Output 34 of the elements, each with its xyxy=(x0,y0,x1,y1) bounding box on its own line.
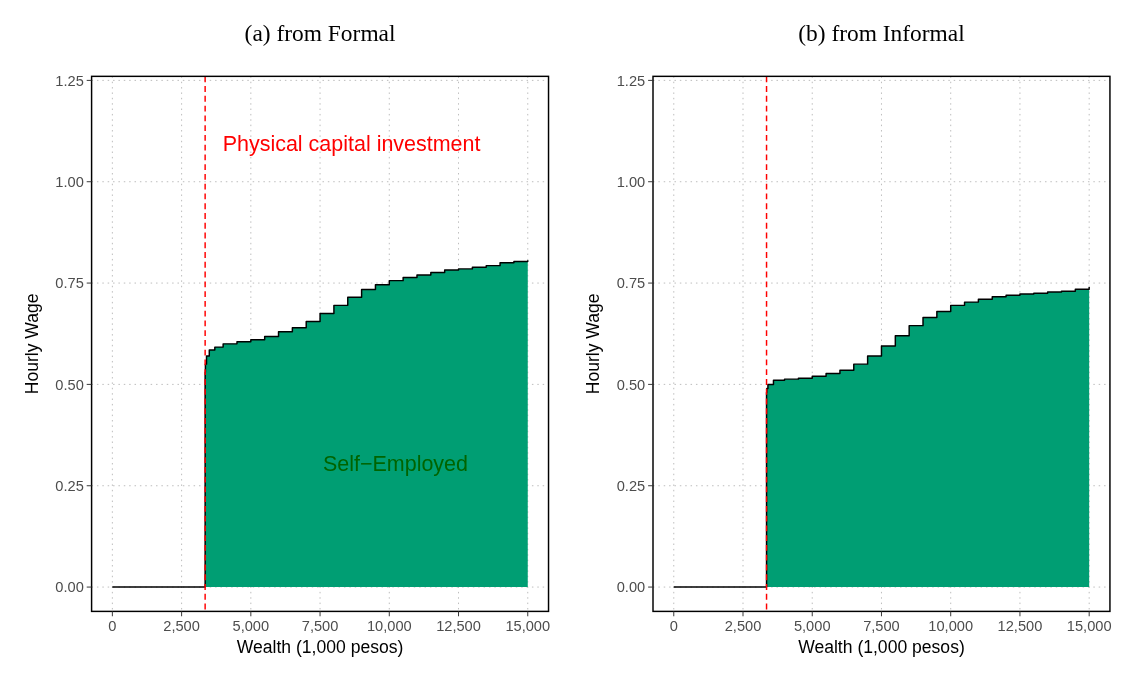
x-axis-title: Wealth (1,000 pesos) xyxy=(236,637,404,658)
y-tick-label: 1.25 xyxy=(55,72,84,89)
x-tick-label: 12,500 xyxy=(997,617,1043,634)
x-tick-label: 15,000 xyxy=(505,617,551,634)
y-tick-label: 0.25 xyxy=(616,477,646,494)
y-tick-label: 0.75 xyxy=(616,275,646,292)
x-tick-label: 10,000 xyxy=(366,617,412,634)
x-tick-label: 5,000 xyxy=(793,617,831,634)
x-tick-label: 2,500 xyxy=(724,617,762,634)
x-tick-label: 0 xyxy=(108,617,117,634)
x-tick-label: 0 xyxy=(669,617,678,634)
x-tick-label: 7,500 xyxy=(301,617,339,634)
y-tick-label: 0.75 xyxy=(55,275,84,292)
x-tick-label: 2,500 xyxy=(163,617,200,634)
chart-title: (b) from Informal xyxy=(798,20,966,47)
y-tick-label: 0.00 xyxy=(616,579,646,596)
y-tick-label: 1.00 xyxy=(616,173,646,190)
y-axis-title: Hourly Wage xyxy=(583,293,604,395)
ref-line-label: Physical capital investment xyxy=(222,131,481,156)
x-tick-label: 5,000 xyxy=(232,617,270,634)
y-axis-title: Hourly Wage xyxy=(21,293,42,395)
x-tick-label: 15,000 xyxy=(1066,617,1112,634)
x-tick-label: 12,500 xyxy=(436,617,481,634)
y-tick-label: 0.00 xyxy=(55,579,84,596)
annotation: Self−Employed xyxy=(322,452,468,477)
x-axis-title: Wealth (1,000 pesos) xyxy=(798,637,965,658)
y-tick-label: 0.25 xyxy=(55,477,84,494)
x-tick-label: 10,000 xyxy=(928,617,974,634)
x-tick-label: 7,500 xyxy=(863,617,900,634)
y-tick-label: 1.25 xyxy=(616,72,646,89)
y-tick-label: 1.00 xyxy=(55,173,84,190)
y-tick-label: 0.50 xyxy=(55,376,84,393)
chart-title: (a) from Formal xyxy=(244,20,396,47)
y-tick-label: 0.50 xyxy=(616,376,646,393)
